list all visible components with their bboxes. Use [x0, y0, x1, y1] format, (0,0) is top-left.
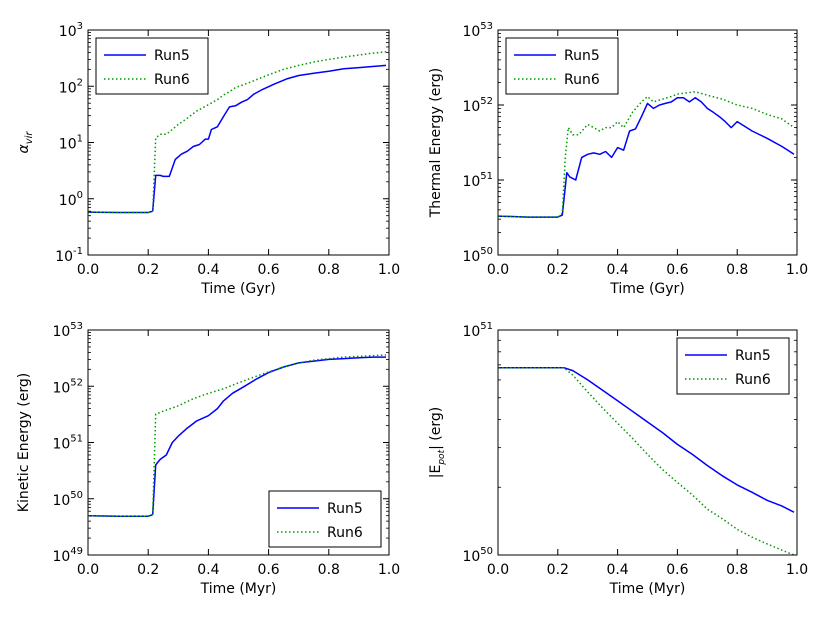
y-tick-label: 1050	[462, 246, 493, 265]
y-tick-label: 101	[59, 134, 83, 153]
x-tick-label: 1.0	[786, 562, 808, 578]
x-tick-label: 0.6	[257, 262, 279, 278]
series-run5	[87, 356, 386, 517]
x-tick-label: 0.6	[666, 262, 688, 278]
panel-1: 0.0 0.2 0.4 0.6 0.8 1.0 10-1 100 101 102 103 Time (…	[16, 21, 400, 297]
x-axis-label: Time (Myr)	[609, 581, 686, 597]
y-axis-label: Thermal Energy (erg)	[428, 68, 444, 219]
x-tick-label: 0.0	[487, 562, 509, 578]
legend: Run5 Run6	[268, 490, 382, 548]
y-tick-label: 1051	[462, 321, 493, 340]
series-run5	[498, 366, 795, 513]
y-tick-label: 1053	[462, 21, 493, 40]
y-tick-label: 1049	[52, 546, 83, 565]
legend-label-run5: Run5	[735, 348, 771, 364]
y-tick-label: 1051	[52, 434, 83, 453]
x-tick-label: 0.6	[257, 562, 279, 578]
legend-label-run6: Run6	[154, 72, 190, 88]
y-tick-label: 1052	[462, 96, 493, 115]
plot-frame	[87, 29, 390, 256]
legend-label-run5: Run5	[154, 48, 190, 64]
x-tick-label: 0.2	[137, 262, 159, 278]
x-tick-label: 0.0	[77, 262, 99, 278]
plot-frame	[87, 329, 390, 556]
legend-box	[676, 337, 790, 395]
x-tick-label: 0.4	[606, 262, 628, 278]
x-tick-label: 1.0	[378, 262, 400, 278]
x-tick-label: 0.4	[197, 262, 219, 278]
y-tick-label: 100	[59, 190, 83, 209]
x-tick-label: 0.0	[77, 562, 99, 578]
panel-4: 0.0 0.2 0.4 0.6 0.8 1.0 1050 1051 Time (Myr) |Epo…	[428, 321, 808, 597]
series-run6	[87, 51, 387, 214]
y-axis-label: |Epot| (erg)	[428, 407, 447, 478]
legend-box	[505, 37, 619, 95]
x-tick-label: 0.8	[318, 262, 340, 278]
x-tick-label: 0.4	[606, 562, 628, 578]
series-run6	[498, 366, 795, 556]
y-tick-label: 1051	[462, 171, 493, 190]
legend-label-run6: Run6	[735, 372, 771, 388]
series-run6	[497, 91, 795, 218]
x-axis-label: Time (Gyr)	[200, 281, 276, 297]
x-tick-label: 0.6	[666, 562, 688, 578]
plot-frame	[497, 329, 798, 556]
x-tick-label: 0.8	[726, 562, 748, 578]
x-tick-label: 0.2	[137, 562, 159, 578]
x-tick-label: 0.2	[547, 562, 569, 578]
y-axis-label: αvir	[16, 131, 35, 154]
series-run5	[497, 96, 795, 218]
plot-frame	[497, 29, 798, 256]
y-tick-label: 1050	[52, 490, 83, 509]
x-tick-label: 0.2	[547, 262, 569, 278]
x-tick-label: 1.0	[378, 562, 400, 578]
legend: Run5 Run6	[676, 337, 790, 395]
y-tick-label: 102	[59, 77, 83, 96]
series-run5	[87, 64, 387, 214]
legend-label-run6: Run6	[327, 525, 363, 541]
y-tick-label: 1050	[462, 546, 493, 565]
y-axis-label: Kinetic Energy (erg)	[16, 373, 32, 512]
y-tick-label: 1053	[52, 321, 83, 340]
panel-2: 0.0 0.2 0.4 0.6 0.8 1.0 1050 1051 1052 1053 Time (…	[428, 21, 808, 297]
legend: Run5 Run6	[95, 37, 209, 95]
legend-label-run6: Run6	[564, 72, 600, 88]
legend-box	[95, 37, 209, 95]
legend-label-run5: Run5	[327, 501, 363, 517]
x-axis-label: Time (Myr)	[200, 581, 277, 597]
x-tick-label: 1.0	[786, 262, 808, 278]
legend-box	[268, 490, 382, 548]
x-axis-label: Time (Gyr)	[609, 281, 685, 297]
y-tick-label: 103	[59, 21, 83, 40]
panel-3: 0.0 0.2 0.4 0.6 0.8 1.0 1049 1050 1051 1052 1053 Ti…	[16, 321, 400, 597]
x-tick-label: 0.0	[487, 262, 509, 278]
legend: Run5 Run6	[505, 37, 619, 95]
x-tick-label: 0.8	[726, 262, 748, 278]
x-tick-label: 0.8	[318, 562, 340, 578]
y-tick-label: 10-1	[55, 246, 83, 265]
legend-label-run5: Run5	[564, 48, 600, 64]
x-tick-label: 0.4	[197, 562, 219, 578]
y-tick-label: 1052	[52, 377, 83, 396]
